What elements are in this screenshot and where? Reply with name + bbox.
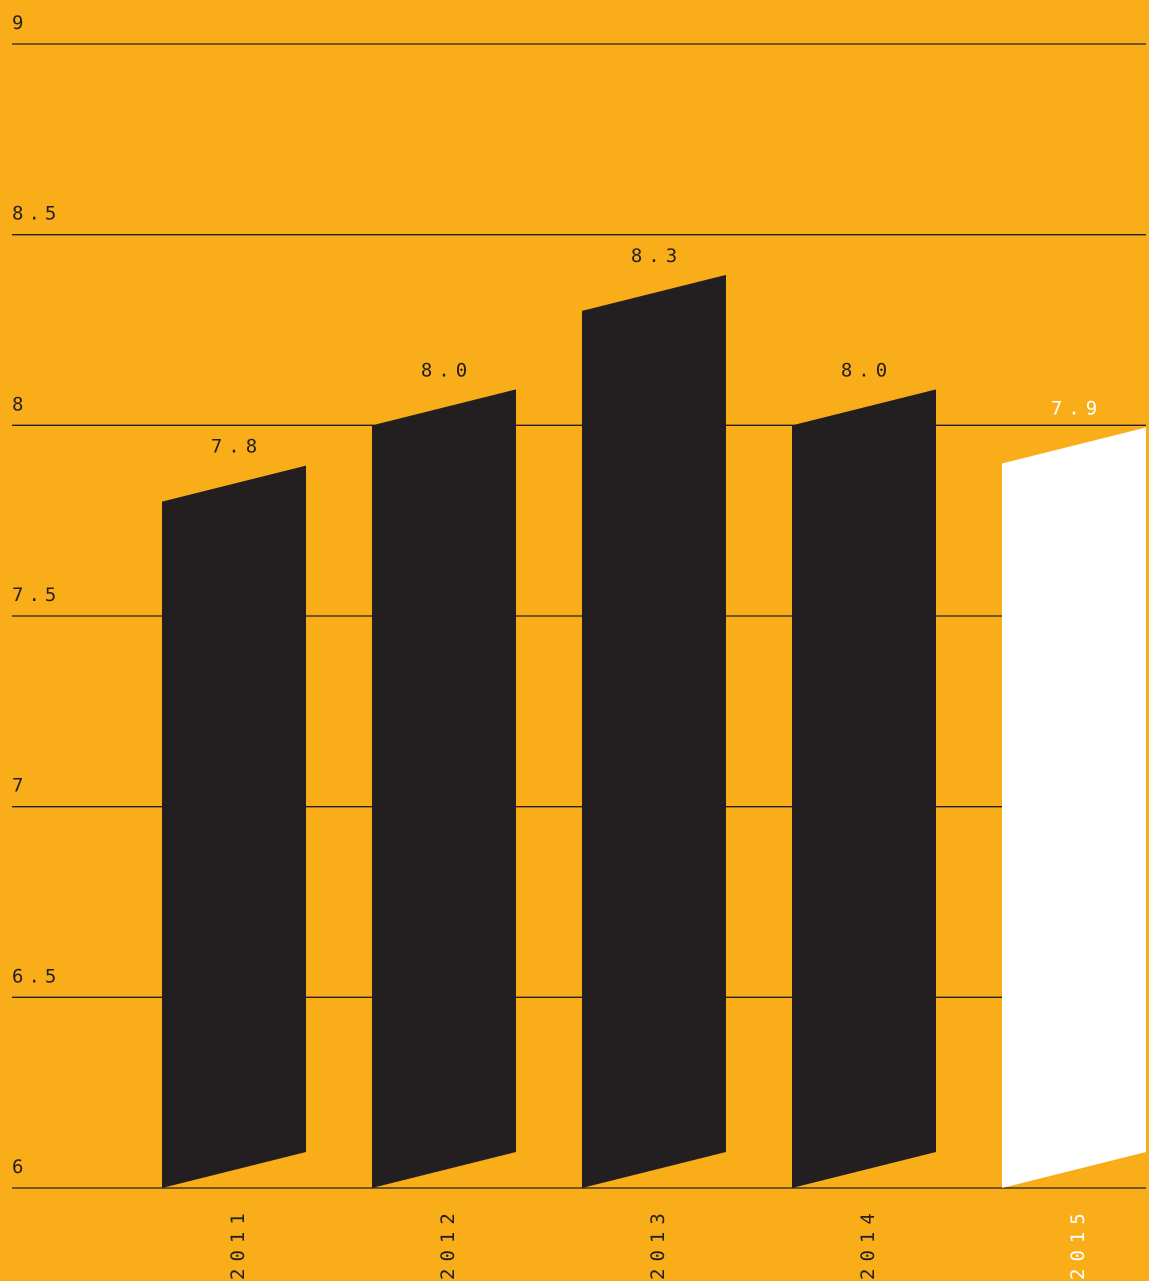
x-tick-label: 2014	[857, 1206, 879, 1280]
x-tick-label: 2012	[437, 1206, 459, 1280]
y-tick-label: 8.5	[12, 203, 61, 225]
y-tick-label: 7	[12, 775, 28, 797]
bar	[162, 465, 306, 1189]
x-tick-label: 2013	[647, 1206, 669, 1280]
data-label: 8.0	[841, 359, 893, 381]
data-label: 8.0	[421, 359, 473, 381]
bar	[1002, 427, 1146, 1188]
y-tick-label: 7.5	[12, 584, 61, 606]
y-tick-label: 8	[12, 393, 28, 415]
data-label: 7.9	[1051, 397, 1103, 419]
x-tick-label: 2011	[227, 1206, 249, 1280]
y-tick-label: 6	[12, 1156, 28, 1178]
x-tick-label: 2015	[1067, 1206, 1089, 1280]
y-tick-label: 6.5	[12, 965, 61, 987]
data-label: 7.8	[211, 436, 263, 458]
y-tick-label: 9	[12, 12, 28, 34]
bars	[162, 274, 1146, 1189]
data-label: 8.3	[631, 245, 683, 267]
labels: 9 8.5 8 7.5 7 6.5 6 7.8 2011 8.0 2012 8.3 2013 8.0 201…	[12, 12, 1103, 1280]
bar	[582, 274, 726, 1188]
bar	[792, 389, 936, 1188]
bar	[372, 389, 516, 1188]
